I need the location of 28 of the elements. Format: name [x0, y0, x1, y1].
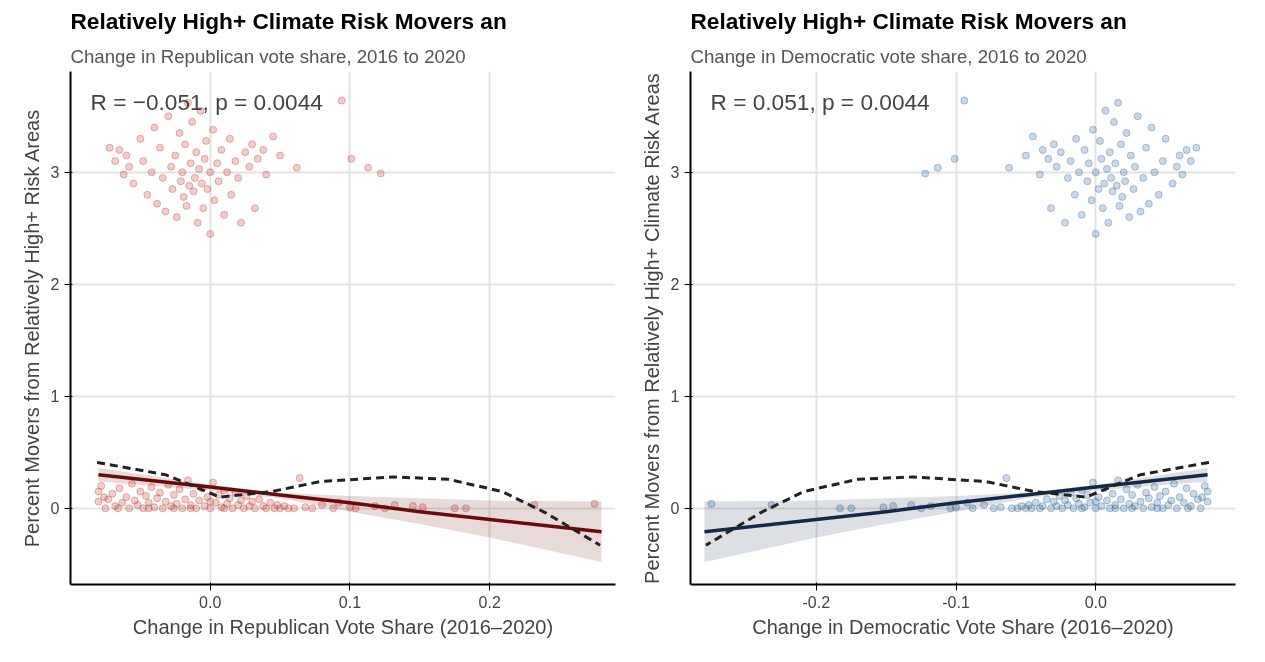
x-tick-label: 0.0 [199, 593, 222, 611]
y-tick-label: 0 [670, 500, 680, 518]
y-axis-title: Percent Movers from Relatively High+ Climate Risk Areas [640, 73, 663, 584]
y-tick-label: 2 [50, 276, 60, 294]
annotation: R = −0.051, p = 0.0044 [90, 88, 323, 115]
chart-title: Relatively High+ Climate Risk Movers an [70, 7, 507, 34]
x-axis-title: Change in Democratic Vote Share (2016–2020) [752, 615, 1174, 638]
line-series [96, 472, 604, 534]
x-tick-label: 0.2 [478, 593, 501, 611]
y-tick-label: 2 [670, 276, 680, 294]
line-series [704, 460, 1211, 547]
y-tick-label: 0 [50, 500, 60, 518]
y-tick-label: 3 [670, 164, 680, 182]
y-tick-label: 3 [50, 164, 60, 182]
annotation: R = 0.051, p = 0.0044 [710, 88, 930, 115]
y-tick-label: 1 [670, 388, 680, 406]
line-series [95, 460, 602, 547]
x-tick-label: -0.2 [802, 593, 831, 611]
x-tick-label: 0.1 [338, 593, 362, 611]
line-series [702, 472, 1210, 534]
chart-subtitle: Change in Republican vote share, 2016 to 2020 [70, 45, 466, 67]
x-axis-title: Change in Republican Vote Share (2016–2020) [132, 615, 554, 638]
chart-subtitle: Change in Democratic vote share, 2016 to 2020 [690, 45, 1087, 67]
x-tick-label: -0.1 [942, 593, 970, 611]
y-axis-title: Percent Movers from Relatively High+ Risk Areas [20, 109, 43, 548]
x-tick-label: 0.0 [1084, 593, 1107, 611]
y-tick-label: 1 [50, 388, 60, 406]
chart-title: Relatively High+ Climate Risk Movers an [690, 7, 1127, 34]
